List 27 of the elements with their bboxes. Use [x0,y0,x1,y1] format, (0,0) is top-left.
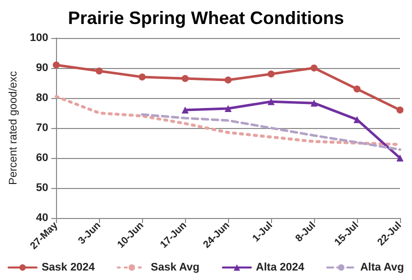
point [224,76,232,84]
y-tick-label: 90 [36,62,48,74]
line-series [140,113,402,151]
legend-label: Alta Avg [360,262,404,274]
chart-title: Prairie Spring Wheat Conditions [68,8,344,28]
point [396,106,404,114]
point [310,100,318,107]
y-tick-label: 50 [36,182,48,194]
legend-label: Alta 2024 [256,262,306,274]
point [182,75,189,82]
point [182,106,189,114]
legend-label: Sask Avg [150,262,200,274]
y-tick-label: 40 [36,212,48,224]
y-tick-label: 100 [30,32,48,44]
point [96,68,103,74]
point [396,154,404,162]
point [224,105,232,112]
y-tick-label: 80 [36,92,48,104]
point [138,74,146,80]
legend-label: Sask 2024 [42,262,96,274]
y-tick-label: 60 [36,152,48,164]
point [310,64,318,72]
point [268,70,275,78]
y-tick-label: 70 [36,122,48,134]
point [354,86,361,92]
point [268,98,275,106]
y-axis-title: Percent rated good/exc [8,70,20,185]
